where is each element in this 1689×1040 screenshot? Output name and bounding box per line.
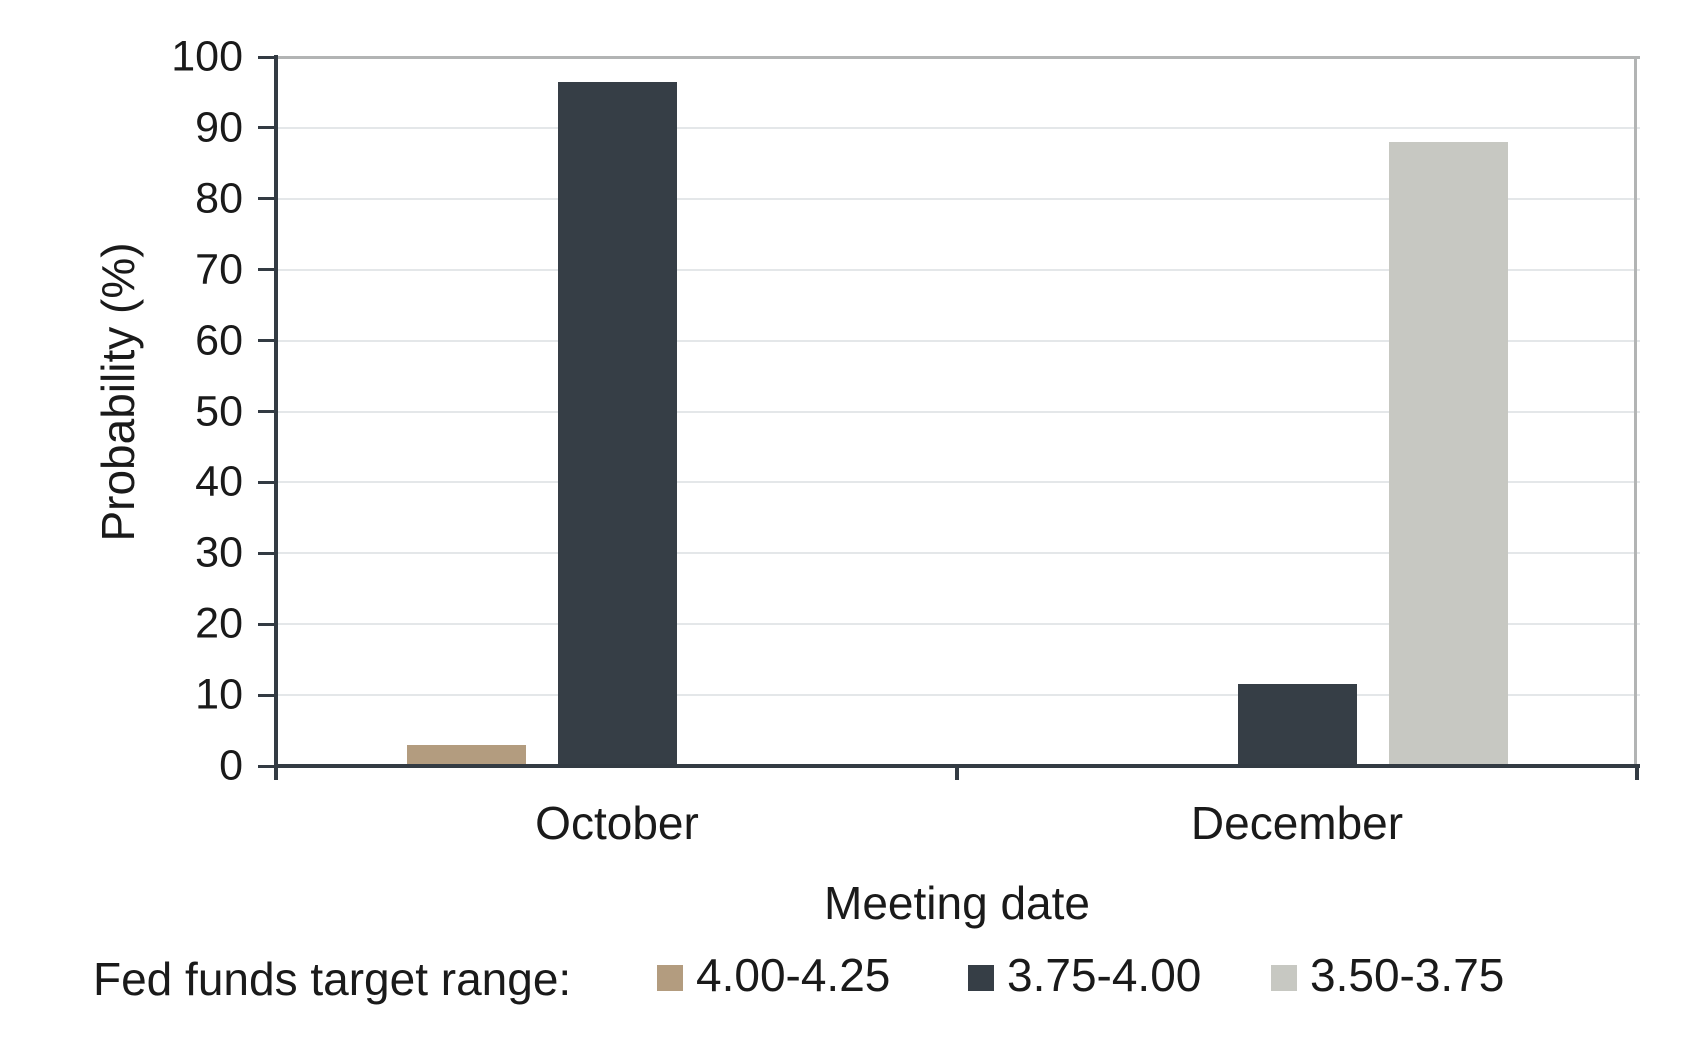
y-tick-mark [258,410,277,413]
x-tick-mark [1635,768,1639,780]
bar-december-3.75-4.00 [1237,684,1357,766]
y-tick-label: 90 [195,103,243,152]
gridline [277,552,1640,555]
gridline [277,197,1640,200]
y-tick-mark [258,551,277,555]
y-tick-label: 60 [195,316,243,365]
x-category-label-october: October [535,797,699,849]
y-tick-mark [258,268,277,272]
plot-border-right [1634,57,1637,766]
x-axis-title: Meeting date [824,877,1090,929]
y-tick-label: 40 [195,457,243,506]
legend-item-350-375: 3.50-3.75 [1271,952,1504,998]
y-tick-label: 30 [195,528,243,577]
bar-october-4.00-4.25 [406,744,526,766]
legend-label: 3.75-4.00 [1007,949,1202,1001]
y-axis-line [274,55,278,780]
x-axis-line [274,764,1640,768]
y-tick-mark [258,339,277,343]
legend-title: Fed funds target range: [93,953,572,1005]
y-tick-label: 0 [219,741,243,790]
bar-december-3.50-3.75 [1388,142,1508,766]
legend-label: 3.50-3.75 [1310,949,1505,1001]
bar-october-3.75-4.00 [557,81,677,766]
gridline [277,126,1640,129]
legend-swatch-gray [1271,965,1297,991]
x-tick-mark [955,768,959,780]
y-tick-label: 80 [195,174,243,223]
legend-swatch-tan [657,965,683,991]
gridline [277,481,1640,484]
y-tick-mark [258,693,277,697]
legend-label: 4.00-4.25 [696,949,891,1001]
y-tick-mark [258,764,277,768]
y-tick-mark [258,480,277,484]
y-tick-label: 50 [195,387,243,435]
y-tick-label: 20 [195,599,243,648]
y-tick-mark [258,55,277,59]
legend-item-375-400: 3.75-4.00 [968,952,1201,998]
x-category-label-december: December [1190,797,1404,849]
y-tick-label: 70 [195,245,243,294]
y-tick-label: 10 [195,670,243,719]
y-tick-label: 100 [171,32,243,81]
gridline [277,410,1640,413]
y-tick-mark [258,622,277,626]
gridline [277,268,1640,271]
gridline [277,623,1640,626]
legend-swatch-dark [968,965,994,991]
legend-item-400-425: 4.00-4.25 [657,952,890,998]
gridline [277,339,1640,342]
plot-border-top [277,55,1640,59]
gridline [277,694,1640,697]
y-tick-mark [258,197,277,201]
y-tick-mark [258,126,277,130]
